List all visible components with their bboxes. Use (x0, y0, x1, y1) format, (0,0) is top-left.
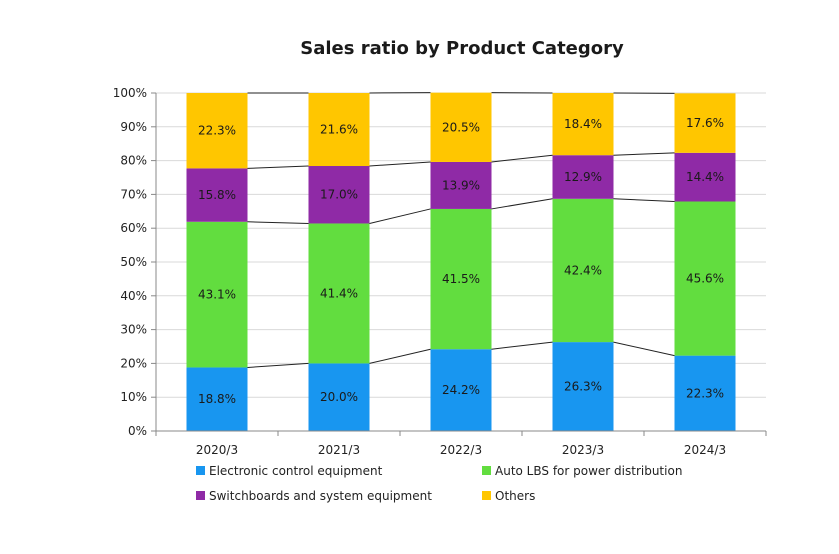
connector-line (613, 341, 675, 357)
data-label: 17.0% (320, 188, 358, 202)
y-axis-ticks: 0% 10% 20% 30% 40% 50% 60% 70% 80% 90% 100% (113, 86, 156, 438)
legend-swatch (482, 466, 491, 475)
chart-title: Sales ratio by Product Category (300, 38, 624, 59)
data-label: 24.2% (442, 383, 480, 397)
y-tick-label: 100% (113, 86, 147, 100)
data-label: 18.4% (564, 117, 602, 131)
x-axis-ticks: 2020/3 2021/3 2022/3 2023/3 2024/3 (196, 443, 726, 457)
legend-label: Auto LBS for power distribution (495, 464, 682, 478)
x-tick-label: 2021/3 (318, 443, 360, 457)
x-tick-label: 2024/3 (684, 443, 726, 457)
data-label: 22.3% (686, 386, 724, 400)
x-tick-label: 2023/3 (562, 443, 604, 457)
y-tick-label: 80% (120, 154, 147, 168)
y-tick-label: 90% (120, 120, 147, 134)
bar-segment (186, 367, 248, 431)
y-tick-label: 30% (120, 323, 147, 337)
connector-line (369, 161, 431, 167)
y-tick-label: 60% (120, 221, 147, 235)
connector-line (369, 348, 431, 364)
connector-line (613, 152, 675, 156)
y-tick-label: 10% (120, 390, 147, 404)
bar-segment (430, 349, 492, 431)
connector-line (369, 208, 431, 224)
bar-segment (430, 92, 492, 162)
connector-line (491, 198, 553, 210)
data-label: 42.4% (564, 263, 602, 277)
data-label: 41.4% (320, 286, 358, 300)
bar-segment (552, 155, 614, 199)
y-tick-label: 70% (120, 187, 147, 201)
data-label: 45.6% (686, 272, 724, 286)
data-label: 21.6% (320, 123, 358, 137)
connector-lines (247, 92, 675, 368)
connector-line (613, 198, 675, 202)
bar-segment (186, 168, 248, 222)
data-label: 14.4% (686, 170, 724, 184)
bar-segment (674, 93, 736, 153)
x-tick-label: 2022/3 (440, 443, 482, 457)
y-tick-label: 40% (120, 289, 147, 303)
legend-label: Switchboards and system equipment (209, 489, 432, 503)
data-label: 22.3% (198, 124, 236, 138)
data-label: 17.6% (686, 116, 724, 130)
bar-segment (430, 208, 492, 350)
bar-segment (552, 93, 614, 156)
y-tick-label: 0% (128, 424, 147, 438)
bar-segment (430, 161, 492, 209)
data-label: 12.9% (564, 170, 602, 184)
y-tick-label: 50% (120, 255, 147, 269)
axes (155, 93, 767, 436)
legend-swatch (196, 491, 205, 500)
legend: Electronic control equipment Auto LBS for… (196, 464, 682, 503)
x-tick-label: 2020/3 (196, 443, 238, 457)
bar-segment (308, 93, 370, 167)
data-label: 20.5% (442, 120, 480, 134)
legend-swatch (482, 491, 491, 500)
bar-segment (308, 166, 370, 224)
bar-segment (308, 223, 370, 364)
data-label: 43.1% (198, 288, 236, 302)
bar-segment (674, 152, 736, 202)
data-label: 20.0% (320, 390, 358, 404)
data-label: 13.9% (442, 178, 480, 192)
data-labels: 18.8% 43.1% 15.8% 22.3% 20.0% 41.4% 17.0% 21.6%… (198, 116, 724, 406)
data-label: 41.5% (442, 272, 480, 286)
bar-segment (674, 201, 736, 356)
connector-line (247, 362, 309, 368)
legend-label: Others (495, 489, 535, 503)
legend-swatch (196, 466, 205, 475)
y-tick-label: 20% (120, 356, 147, 370)
bar-segment (186, 93, 248, 169)
connector-line (247, 221, 309, 224)
data-label: 18.8% (198, 392, 236, 406)
bar-segment (308, 363, 370, 431)
connector-line (491, 154, 553, 163)
connector-line (491, 341, 553, 350)
data-label: 15.8% (198, 188, 236, 202)
connector-line (247, 165, 309, 169)
bar-segment (186, 221, 248, 368)
bars (186, 92, 736, 431)
data-label: 26.3% (564, 380, 602, 394)
bar-segment (552, 198, 614, 343)
legend-label: Electronic control equipment (209, 464, 383, 478)
bar-segment (552, 342, 614, 431)
bar-segment (674, 355, 736, 431)
